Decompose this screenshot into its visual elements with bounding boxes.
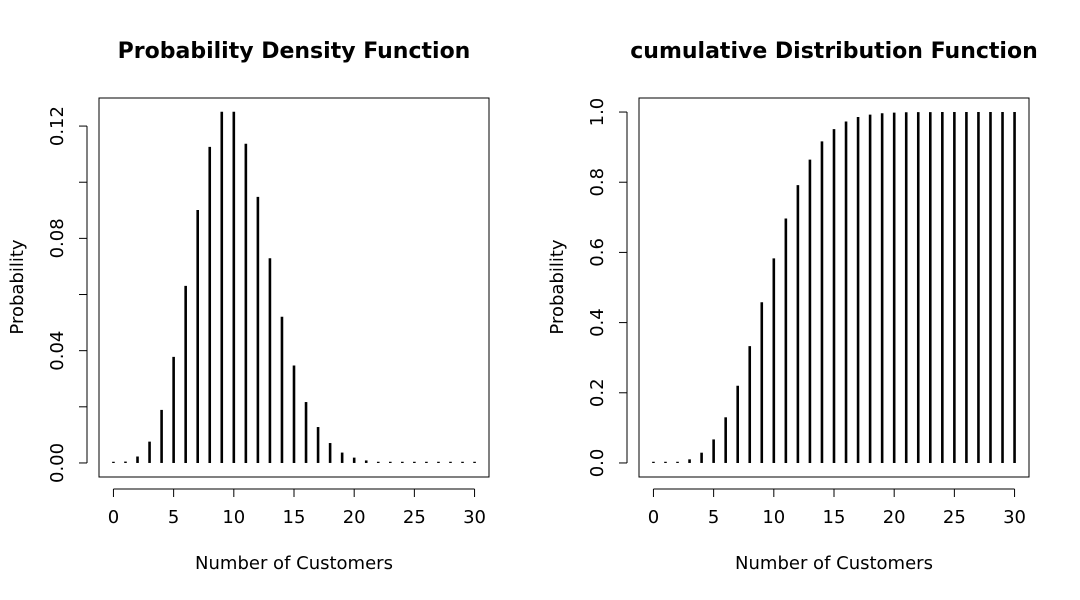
cdf-y-axis: 0.0 0.2 0.4 0.6 0.8 1.0 — [587, 98, 628, 478]
pdf-y-tick-label: 0.04 — [47, 331, 68, 371]
cdf-y-tick-label: 0.2 — [587, 378, 608, 407]
cdf-x-tick-label: 15 — [823, 507, 846, 528]
cdf-x-tick-label: 10 — [762, 507, 785, 528]
cdf-y-tick-label: 0.6 — [587, 238, 608, 267]
pdf-bars — [112, 111, 476, 463]
cdf-y-tick-label: 0.4 — [587, 308, 608, 337]
cdf-y-label: Probability — [547, 239, 568, 334]
pdf-y-tick-label: 0.00 — [47, 443, 68, 483]
cdf-y-tick-label: 0.8 — [587, 168, 608, 197]
pdf-panel: Probability Density Function 0 5 10 15 20 25 3… — [7, 39, 490, 574]
pdf-x-label: Number of Customers — [195, 553, 393, 574]
pdf-y-tick-label: 0.08 — [47, 218, 68, 258]
cdf-y-tick-label: 0.0 — [587, 449, 608, 478]
pdf-y-tick-label: 0.12 — [47, 106, 68, 146]
cdf-y-tick-label: 1.0 — [587, 98, 608, 127]
pdf-x-tick-label: 15 — [283, 507, 306, 528]
pdf-x-tick-label: 30 — [463, 507, 486, 528]
pdf-x-tick-label: 10 — [222, 507, 245, 528]
cdf-x-tick-label: 30 — [1003, 507, 1026, 528]
pdf-title: Probability Density Function — [118, 39, 471, 64]
cdf-x-tick-label: 25 — [943, 507, 966, 528]
cdf-x-tick-label: 0 — [648, 507, 659, 528]
cdf-x-tick-label: 5 — [708, 507, 719, 528]
cdf-plot-frame — [638, 97, 1030, 478]
cdf-bars — [652, 112, 1016, 463]
pdf-plot-frame — [98, 97, 490, 478]
pdf-x-tick-label: 5 — [168, 507, 179, 528]
pdf-y-label: Probability — [7, 239, 28, 334]
cdf-x-tick-label: 20 — [883, 507, 906, 528]
pdf-x-tick-label: 0 — [108, 507, 119, 528]
cdf-panel: cumulative Distribution Function 0 5 10 15 2… — [547, 39, 1038, 574]
cdf-x-axis: 0 5 10 15 20 25 30 — [648, 488, 1026, 528]
pdf-x-axis: 0 5 10 15 20 25 30 — [108, 488, 486, 528]
pdf-x-tick-label: 20 — [343, 507, 366, 528]
pdf-x-tick-label: 25 — [403, 507, 426, 528]
cdf-title: cumulative Distribution Function — [630, 39, 1038, 64]
cdf-x-label: Number of Customers — [735, 553, 933, 574]
pdf-y-axis: 0.00 0.04 0.08 0.12 — [47, 106, 88, 483]
